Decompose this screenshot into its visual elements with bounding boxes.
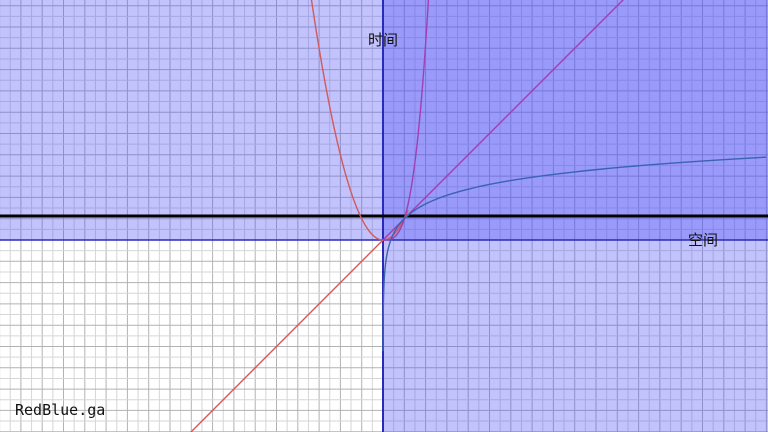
purple-diagonal-line — [382, 0, 624, 241]
watermark-text: RedBlue.ga — [15, 401, 106, 419]
curves — [190, 0, 767, 432]
space-axis-label: 空间 — [688, 231, 719, 249]
time-axis-label: 时间 — [368, 31, 399, 49]
red-line-curve — [190, 239, 384, 432]
blue-log-curve — [382, 156, 767, 352]
